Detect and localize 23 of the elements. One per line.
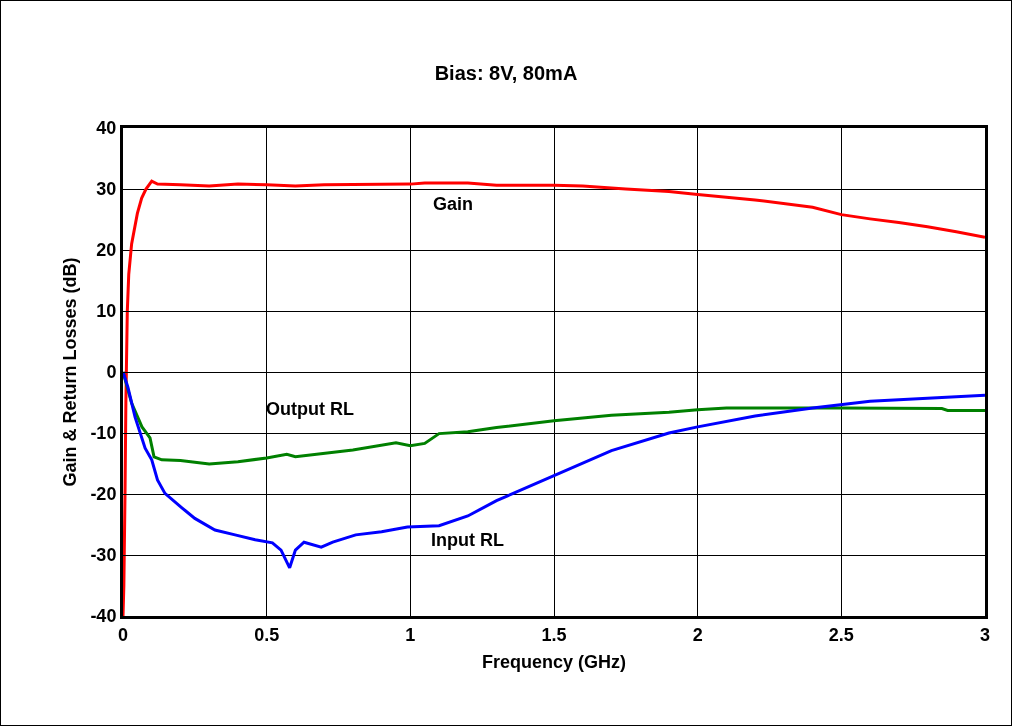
line-series — [123, 179, 985, 616]
x-axis-title: Frequency (GHz) — [481, 651, 627, 672]
y-tick-label: 30 — [96, 179, 117, 200]
y-tick-label: -20 — [90, 484, 117, 505]
y-tick-label: 10 — [96, 301, 117, 322]
series-label: Input RL — [431, 530, 504, 550]
series-label: Gain — [433, 194, 474, 214]
y-tick-label: -30 — [90, 545, 117, 566]
y-tick-label: -40 — [90, 606, 117, 627]
y-tick-label: 40 — [96, 118, 117, 139]
x-tick-label: 1.5 — [541, 624, 567, 645]
line-series — [123, 370, 985, 570]
chart-title: Bias: 8V, 80mA — [434, 62, 578, 85]
series-label: Output RL — [266, 399, 354, 419]
x-tick-label: 3 — [979, 624, 991, 645]
x-tick-label: 2 — [692, 624, 703, 645]
y-axis-title: Gain & Return Losses (dB) — [59, 257, 80, 487]
y-tick-label: 0 — [106, 362, 117, 383]
x-tick-label: 1 — [405, 624, 416, 645]
x-tick-label: 2.5 — [828, 624, 854, 645]
y-tick-label: -10 — [90, 423, 117, 444]
y-tick-label: 20 — [96, 240, 117, 261]
x-tick-label: 0.5 — [254, 624, 280, 645]
